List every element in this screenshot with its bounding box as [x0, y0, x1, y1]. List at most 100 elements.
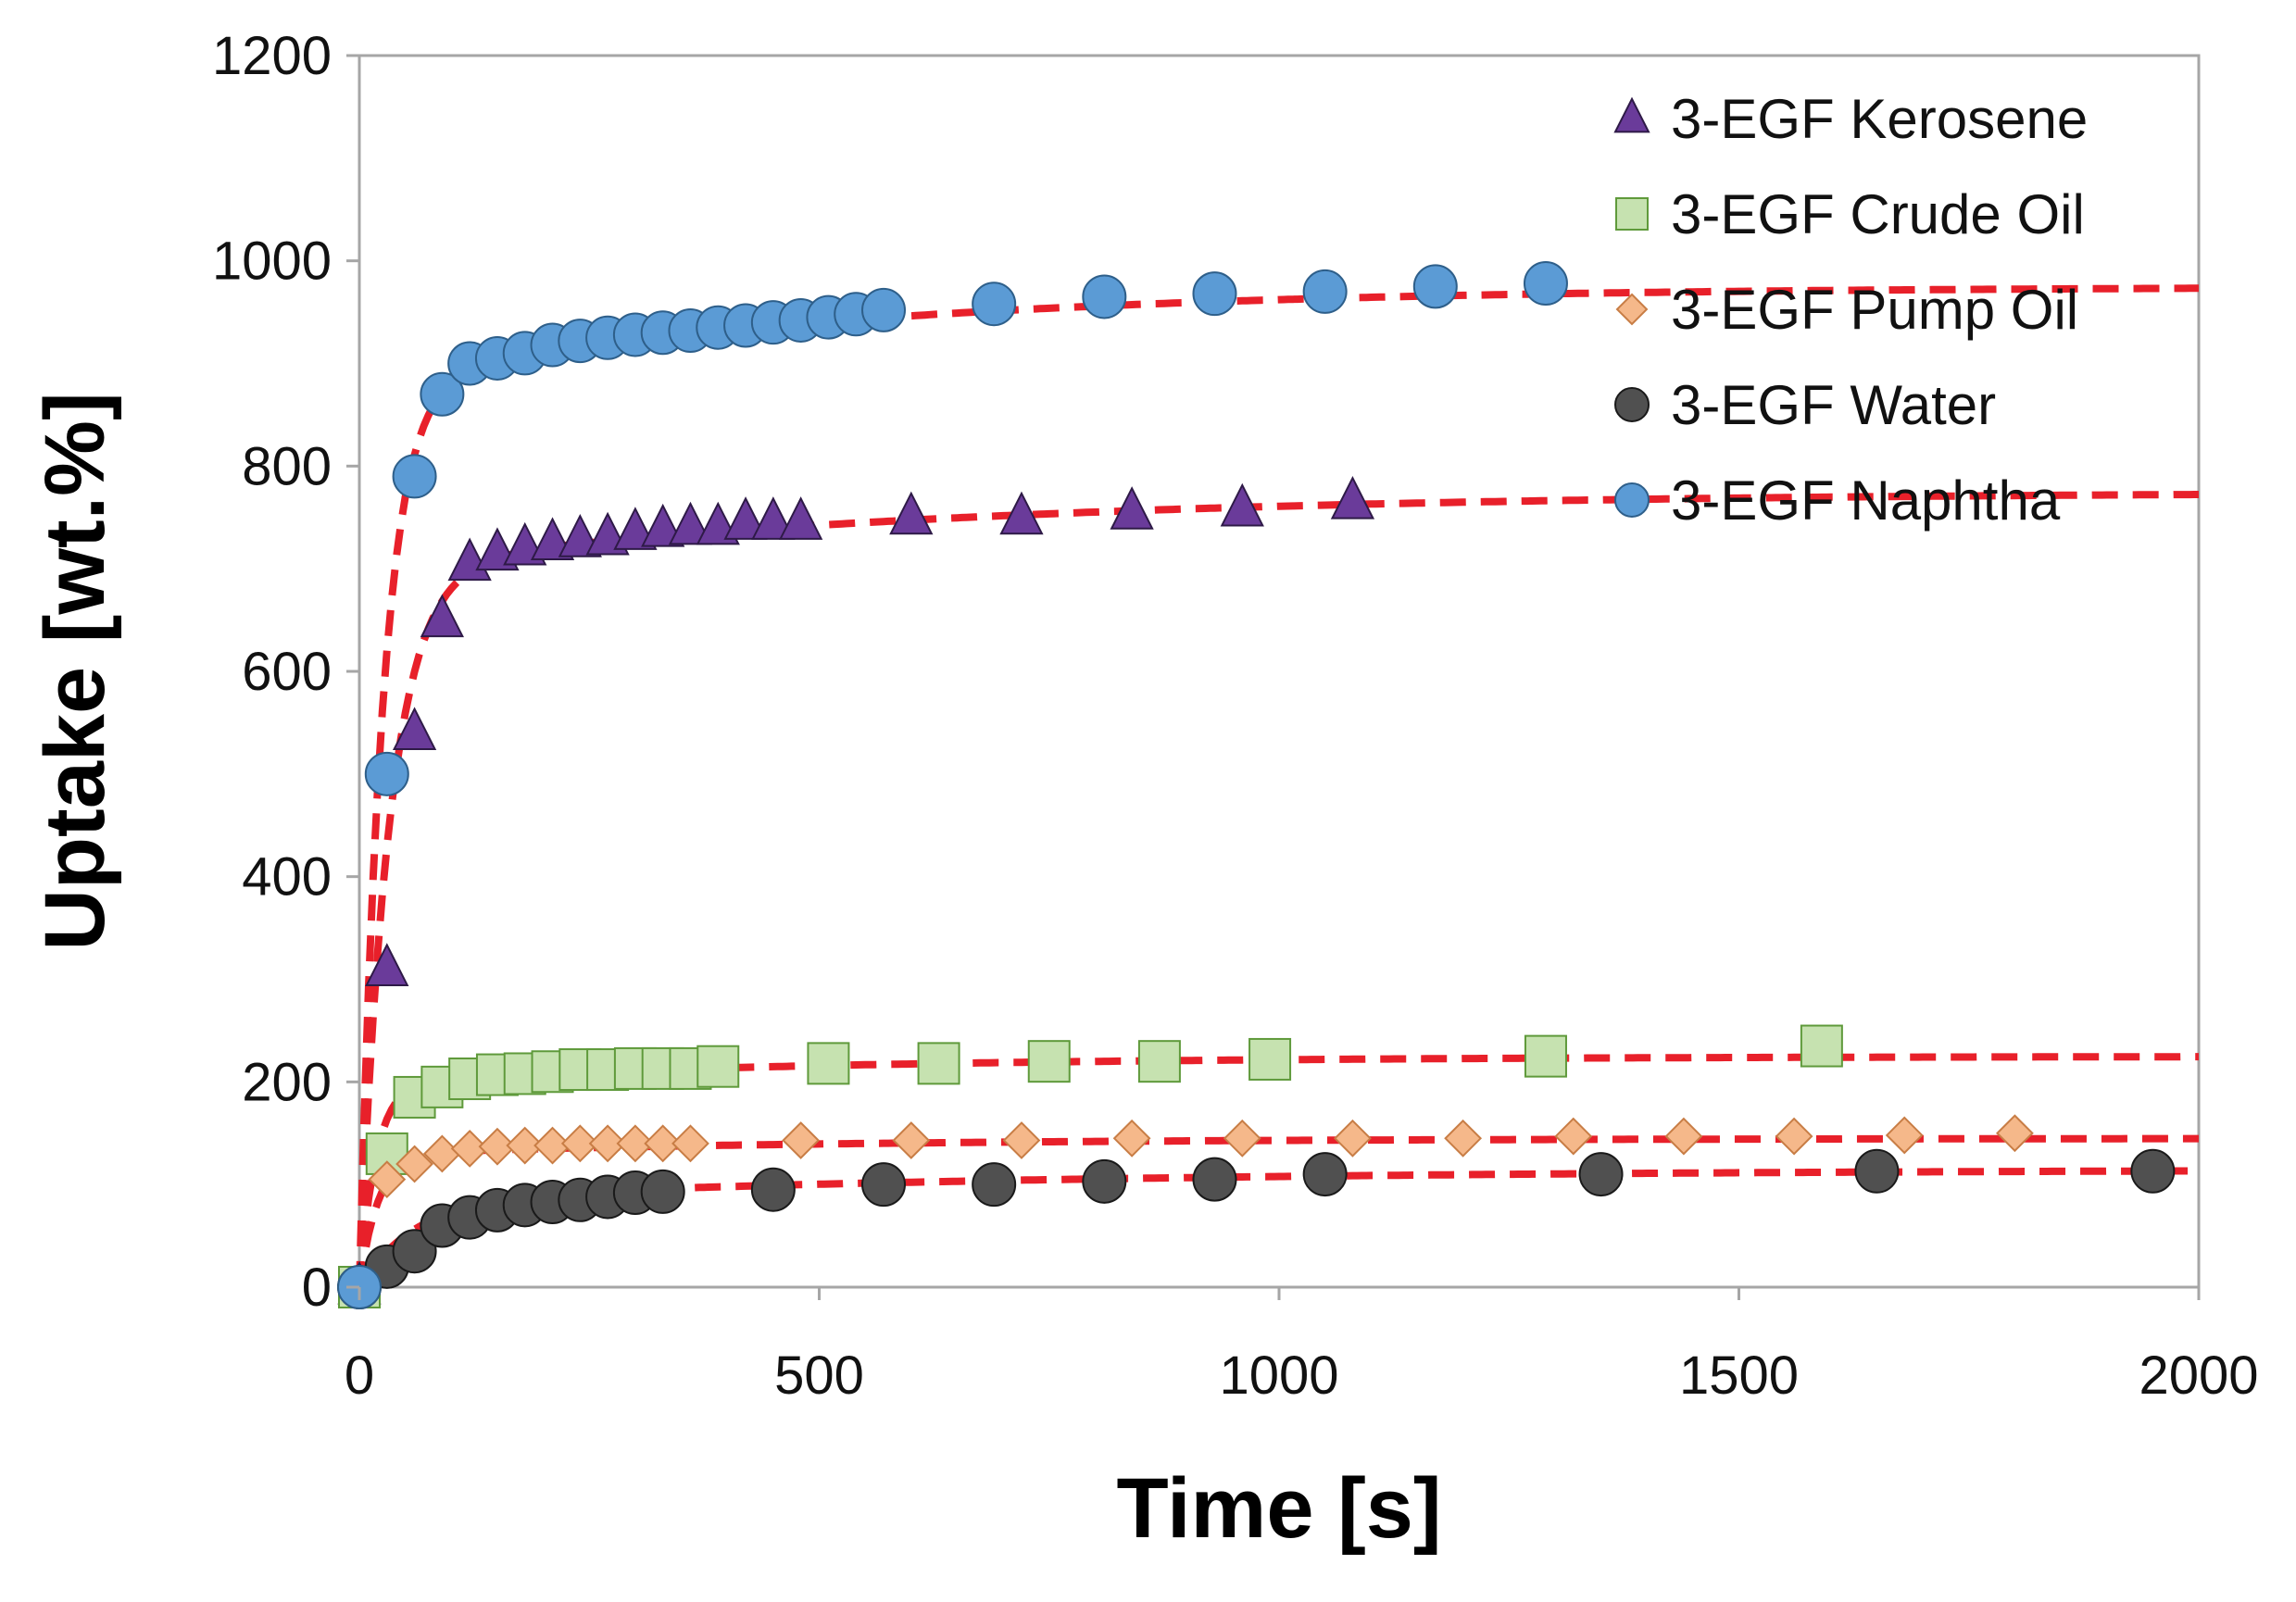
legend-marker	[1615, 293, 1649, 326]
data-point-3-egf-pump-oil	[1995, 1114, 2034, 1153]
data-point-3-egf-crude-oil	[1027, 1040, 1071, 1083]
data-point-3-egf-water	[2130, 1148, 2176, 1194]
data-point-3-egf-pump-oil	[782, 1121, 821, 1159]
data-point-3-egf-pump-oil	[616, 1124, 655, 1163]
data-point-3-egf-water	[1082, 1158, 1127, 1204]
axis-ticks: 0 200 400 600 800 1000 1200 0 500 1000 1500 2000	[212, 26, 2259, 1406]
data-point-3-egf-pump-oil	[368, 1160, 407, 1199]
legend-item-3-egf-kerosene: 3-EGF Kerosene	[1613, 88, 2088, 150]
data-point-3-egf-pump-oil	[1334, 1119, 1372, 1158]
data-point-3-egf-kerosene	[779, 496, 823, 540]
data-point-3-egf-crude-oil	[1800, 1024, 1843, 1068]
data-point-3-egf-kerosene	[751, 496, 796, 540]
data-point-3-egf-pump-oil	[644, 1124, 683, 1163]
data-point-3-egf-pump-oil	[395, 1145, 433, 1183]
data-point-3-egf-water	[1302, 1152, 1348, 1197]
data-point-3-egf-pump-oil	[588, 1124, 627, 1163]
data-point-3-egf-pump-oil	[1223, 1119, 1261, 1158]
data-point-3-egf-water	[1192, 1157, 1237, 1202]
data-point-3-egf-pump-oil	[560, 1124, 599, 1163]
y-tick-label: 600	[242, 642, 332, 702]
data-point-3-egf-crude-oil	[1524, 1034, 1567, 1078]
legend-label: 3-EGF Pump Oil	[1671, 279, 2078, 341]
data-point-3-egf-pump-oil	[450, 1129, 489, 1168]
data-point-3-egf-naphtha	[1192, 271, 1237, 317]
data-point-3-egf-pump-oil	[478, 1127, 517, 1166]
y-tick-label: 1200	[212, 26, 332, 86]
data-point-3-egf-crude-oil	[1137, 1040, 1181, 1083]
legend-marker	[1613, 96, 1650, 133]
legend-item-3-egf-water: 3-EGF Water	[1614, 374, 1996, 436]
data-point-3-egf-naphtha	[972, 282, 1017, 327]
legend-item-3-egf-crude-oil: 3-EGF Crude Oil	[1615, 183, 2085, 245]
series-3-egf-naphtha	[337, 261, 1568, 1309]
data-point-3-egf-naphtha	[1412, 264, 1458, 309]
fit-curve-3-egf-kerosene	[356, 491, 2199, 1288]
data-point-3-egf-kerosene	[365, 943, 409, 986]
data-point-3-egf-crude-oil	[696, 1045, 740, 1088]
x-tick-label: 0	[345, 1345, 374, 1406]
data-point-3-egf-pump-oil	[1885, 1116, 1924, 1155]
legend-marker	[1614, 387, 1650, 422]
data-point-3-egf-pump-oil	[1112, 1119, 1151, 1158]
data-point-3-egf-kerosene	[1110, 486, 1154, 530]
data-point-3-egf-kerosene	[1220, 482, 1264, 527]
legend-item-3-egf-pump-oil: 3-EGF Pump Oil	[1615, 279, 2078, 341]
data-point-3-egf-naphtha	[861, 287, 907, 332]
data-point-3-egf-water	[392, 1229, 437, 1274]
data-point-3-egf-water	[1578, 1152, 1624, 1197]
data-point-3-egf-kerosene	[392, 707, 437, 751]
y-tick-label: 800	[242, 436, 332, 496]
data-point-3-egf-kerosene	[999, 491, 1044, 535]
data-point-3-egf-water	[640, 1169, 685, 1214]
data-point-3-egf-pump-oil	[1002, 1121, 1041, 1159]
data-point-3-egf-naphtha	[420, 371, 465, 417]
data-point-3-egf-naphtha	[1082, 274, 1127, 319]
x-tick-label: 2000	[2139, 1345, 2258, 1406]
data-point-3-egf-pump-oil	[671, 1124, 709, 1163]
data-point-3-egf-water	[972, 1162, 1017, 1208]
legend: 3-EGF Kerosene 3-EGF Crude Oil 3-EGF Pump …	[1613, 88, 2088, 532]
data-point-3-egf-water	[750, 1167, 796, 1212]
data-point-3-egf-kerosene	[668, 501, 713, 545]
legend-label: 3-EGF Naphtha	[1671, 469, 2061, 532]
series-3-egf-kerosene	[337, 475, 1375, 1305]
data-point-3-egf-naphtha	[1302, 269, 1348, 314]
data-point-3-egf-naphtha	[1523, 261, 1568, 307]
data-point-3-egf-kerosene	[641, 503, 685, 547]
y-tick-label: 1000	[212, 232, 332, 292]
fit-curve-3-egf-naphtha	[356, 284, 2199, 1288]
data-point-3-egf-kerosene	[723, 496, 768, 540]
data-point-3-egf-pump-oil	[1554, 1117, 1593, 1156]
data-point-3-egf-crude-oil	[807, 1042, 850, 1085]
data-point-3-egf-water	[1854, 1148, 1900, 1194]
y-axis-title: Uptake [wt.%]	[28, 392, 122, 950]
data-markers	[337, 261, 2176, 1309]
legend-marker	[1615, 197, 1649, 231]
y-tick-label: 400	[242, 847, 332, 907]
data-point-3-egf-pump-oil	[506, 1126, 545, 1165]
data-point-3-egf-crude-oil	[1248, 1037, 1292, 1081]
data-point-3-egf-naphtha	[364, 751, 409, 796]
data-point-3-egf-kerosene	[889, 491, 934, 535]
series-3-egf-crude-oil	[338, 1024, 1843, 1308]
y-tick-label: 0	[302, 1258, 332, 1318]
x-axis-title: Time [s]	[1116, 1461, 1441, 1556]
legend-marker	[1614, 482, 1650, 518]
y-tick-label: 200	[242, 1052, 332, 1112]
legend-label: 3-EGF Water	[1671, 374, 1996, 436]
data-point-3-egf-pump-oil	[1664, 1117, 1703, 1156]
legend-item-3-egf-naphtha: 3-EGF Naphtha	[1614, 469, 2061, 532]
data-point-3-egf-kerosene	[558, 514, 602, 557]
data-point-3-egf-pump-oil	[1775, 1117, 1813, 1156]
legend-label: 3-EGF Crude Oil	[1671, 183, 2085, 245]
x-tick-label: 1500	[1679, 1345, 1799, 1406]
data-point-3-egf-pump-oil	[1444, 1119, 1483, 1158]
data-point-3-egf-pump-oil	[892, 1121, 931, 1159]
legend-label: 3-EGF Kerosene	[1671, 88, 2088, 150]
data-point-3-egf-pump-oil	[533, 1126, 571, 1165]
x-tick-label: 1000	[1219, 1345, 1338, 1406]
data-point-3-egf-crude-oil	[917, 1042, 960, 1085]
x-tick-label: 500	[774, 1345, 864, 1406]
